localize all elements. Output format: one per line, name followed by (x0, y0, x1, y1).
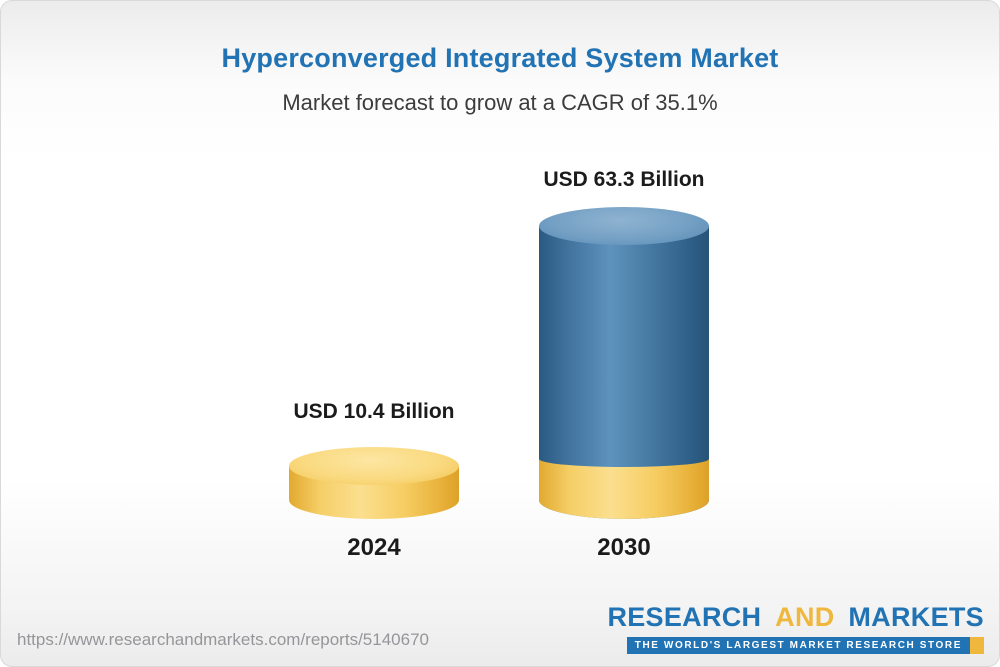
axis-label-2024: 2024 (347, 534, 401, 561)
research-and-markets-logo: RESEARCH AND MARKETS THE WORLD'S LARGEST… (607, 602, 984, 654)
bar-2024-top-ellipse (289, 447, 459, 485)
page-title: Hyperconverged Integrated System Market (221, 43, 779, 73)
logo-word-markets: MARKETS (848, 602, 984, 632)
logo-word-research: RESEARCH (607, 602, 762, 632)
bar-2030-cylinder (539, 207, 709, 519)
bar-2024-cylinder (289, 447, 459, 519)
bar-2030-top-ellipse (539, 207, 709, 245)
logo-gold-accent (970, 637, 984, 654)
value-label-2024: USD 10.4 Billion (293, 400, 455, 423)
logo-word-and: AND (775, 602, 835, 632)
chart-header: Hyperconverged Integrated System Market … (1, 1, 999, 116)
logo-tagline: THE WORLD'S LARGEST MARKET RESEARCH STOR… (626, 637, 970, 654)
bar-2030-gold-base-segment (539, 451, 709, 519)
logo-wordmark: RESEARCH AND MARKETS (607, 602, 984, 633)
logo-tagline-row: THE WORLD'S LARGEST MARKET RESEARCH STOR… (607, 637, 984, 654)
source-url-link[interactable]: https://www.researchandmarkets.com/repor… (17, 630, 429, 649)
page-subtitle: Market forecast to grow at a CAGR of 35.… (282, 90, 718, 115)
axis-label-2030: 2030 (597, 534, 651, 561)
value-label-2030: USD 63.3 Billion (543, 168, 705, 191)
